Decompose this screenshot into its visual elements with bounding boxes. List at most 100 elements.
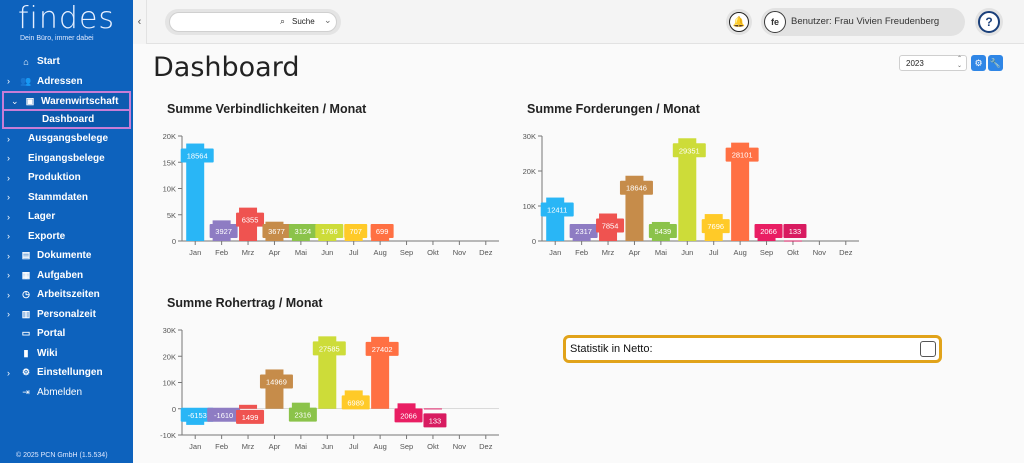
sidebar-item-stammdaten[interactable]: › Stammdaten (0, 188, 133, 208)
sidebar-item-label: Abmelden (37, 386, 83, 398)
logout-icon: ⇥ (22, 386, 30, 397)
x-tick-label: Aug (733, 248, 746, 257)
sidebar-item-produktion[interactable]: › Produktion (0, 168, 133, 188)
notifications-button[interactable]: 🔔 (726, 9, 752, 35)
sidebar-item-label: Arbeitszeiten (37, 289, 100, 301)
data-label-box (370, 224, 394, 238)
x-tick-label: Nov (453, 442, 467, 451)
chart-forderungen: 0 10K 20K 30K Jan 12411 Feb 2317 Mrz 7854 Apr 18646… (523, 132, 859, 257)
sidebar-item-label: Dashboard (42, 113, 95, 125)
data-label: 6989 (347, 398, 364, 407)
x-tick-label: Okt (427, 248, 440, 257)
sidebar-item-abmelden[interactable]: ⇥ Abmelden (0, 383, 133, 403)
data-label-box (180, 407, 214, 422)
sidebar-item-einstellungen[interactable]: › ⚙ Einstellungen (0, 363, 133, 383)
data-label-box (207, 407, 241, 422)
sidebar-item-aufgaben[interactable]: › ▦ Aufgaben (0, 266, 133, 286)
bar (291, 402, 310, 409)
x-tick-label: Mai (295, 442, 307, 451)
x-tick-label: Jun (681, 248, 693, 257)
chart-rohertrag: -10K 0 10K 20K 30K Jan -6153 Feb -1610 Mrz 1499 Apr… (160, 326, 499, 451)
chevron-right-icon: › (7, 231, 10, 242)
data-label: 1766 (321, 227, 338, 236)
gear-icon: ⚙ (974, 57, 983, 68)
sidebar-item-personalzeit[interactable]: › ▥ Personalzeit (0, 305, 133, 325)
y-tick-label: 30K (523, 132, 536, 141)
netto-checkbox[interactable] (920, 341, 936, 357)
user-menu[interactable]: fe Benutzer: Frau Vivien Freudenberg (761, 8, 965, 36)
data-label: 6355 (242, 216, 259, 225)
chevron-down-icon[interactable]: ⌄ (324, 15, 332, 25)
data-label: 3124 (295, 227, 312, 236)
data-label: 3927 (215, 227, 232, 236)
avatar: fe (764, 11, 786, 33)
y-tick-label: 10K (163, 379, 176, 388)
chevron-left-icon: ‹ (137, 16, 142, 28)
folder-icon: ▤ (21, 250, 31, 261)
y-tick-label: -10K (160, 431, 176, 440)
year-select[interactable]: 2023 ⌃ ⌄ (899, 55, 967, 71)
data-label: 27585 (319, 344, 340, 353)
y-tick-label: 20K (523, 167, 536, 176)
topbar: ⌕ Suche ⌄ 🔔 fe Benutzer: Frau Vivien Fre… (147, 0, 1024, 44)
y-tick-label: 15K (163, 158, 176, 167)
bar (397, 403, 416, 409)
portal-icon: ▭ (21, 328, 31, 339)
sidebar-item-label: Ausgangsbelege (28, 133, 109, 145)
y-tick-label: 10K (523, 202, 536, 211)
chart-title-verbindlichkeiten: Summe Verbindlichkeiten / Monat (167, 102, 367, 116)
x-tick-label: Aug (373, 442, 386, 451)
x-tick-label: Nov (453, 248, 467, 257)
y-tick-label: 0 (172, 237, 176, 246)
search-input[interactable]: ⌕ Suche ⌄ (169, 12, 337, 32)
sidebar-item-eingangsbelege[interactable]: › Eingangsbelege (0, 149, 133, 169)
sidebar-item-ausgangsbelege[interactable]: › Ausgangsbelege (0, 129, 133, 149)
data-label: 5439 (655, 227, 672, 236)
chevron-right-icon: › (7, 309, 10, 320)
sidebar-item-arbeitszeiten[interactable]: › ◷ Arbeitszeiten (0, 285, 133, 305)
data-label-box (236, 409, 265, 424)
timesheet-icon: ▥ (21, 308, 31, 319)
x-tick-label: Apr (629, 248, 641, 257)
sidebar-item-start[interactable]: ⌂ Start (0, 52, 133, 72)
sidebar-item-warenwirtschaft[interactable]: ⌄ ▣ Warenwirtschaft (2, 91, 131, 111)
y-tick-label: 5K (167, 211, 176, 220)
data-label-box (341, 395, 370, 410)
chevron-right-icon: › (7, 153, 10, 164)
x-tick-label: Jan (549, 248, 561, 257)
x-tick-label: Mrz (602, 248, 615, 257)
sidebar-item-wiki[interactable]: ▮ Wiki (0, 344, 133, 364)
data-label: 7854 (602, 222, 619, 231)
sidebar-item-dashboard[interactable]: Dashboard (2, 111, 131, 129)
chevron-down-icon: ⌄ (11, 95, 19, 106)
tools-button[interactable]: 🔧 (988, 55, 1003, 71)
x-tick-label: Feb (575, 248, 588, 257)
sidebar-item-adressen[interactable]: › 👥 Adressen (0, 72, 133, 92)
sidebar-item-portal[interactable]: ▭ Portal (0, 324, 133, 344)
help-button[interactable]: ? (975, 8, 1003, 36)
data-label-box (262, 224, 291, 238)
data-label-box (648, 224, 677, 238)
x-tick-label: Okt (787, 248, 800, 257)
sidebar-item-lager[interactable]: › Lager (0, 207, 133, 227)
box-icon: ▣ (25, 95, 35, 106)
data-label-box (754, 224, 783, 238)
settings-button[interactable]: ⚙ (971, 55, 986, 71)
sidebar-collapse-button[interactable]: ‹ (133, 0, 147, 44)
sidebar-item-dokumente[interactable]: › ▤ Dokumente (0, 246, 133, 266)
bar (731, 142, 750, 241)
sidebar-item-exporte[interactable]: › Exporte (0, 227, 133, 247)
x-tick-label: Apr (269, 442, 281, 451)
x-tick-label: Dez (479, 442, 493, 451)
chart-title-forderungen: Summe Forderungen / Monat (527, 102, 700, 116)
data-label-box (672, 143, 706, 158)
page-title: Dashboard (153, 52, 300, 83)
data-label: 18564 (187, 152, 208, 161)
bell-icon: 🔔 (729, 12, 749, 32)
data-label-box (209, 224, 238, 238)
brand-logo[interactable]: findes Dein Büro, immer dabei (18, 4, 128, 43)
x-tick-label: Jul (349, 248, 359, 257)
data-label-box (288, 407, 317, 422)
spinner-arrows-icon[interactable]: ⌃ ⌄ (956, 56, 962, 69)
x-tick-label: Jul (709, 248, 719, 257)
